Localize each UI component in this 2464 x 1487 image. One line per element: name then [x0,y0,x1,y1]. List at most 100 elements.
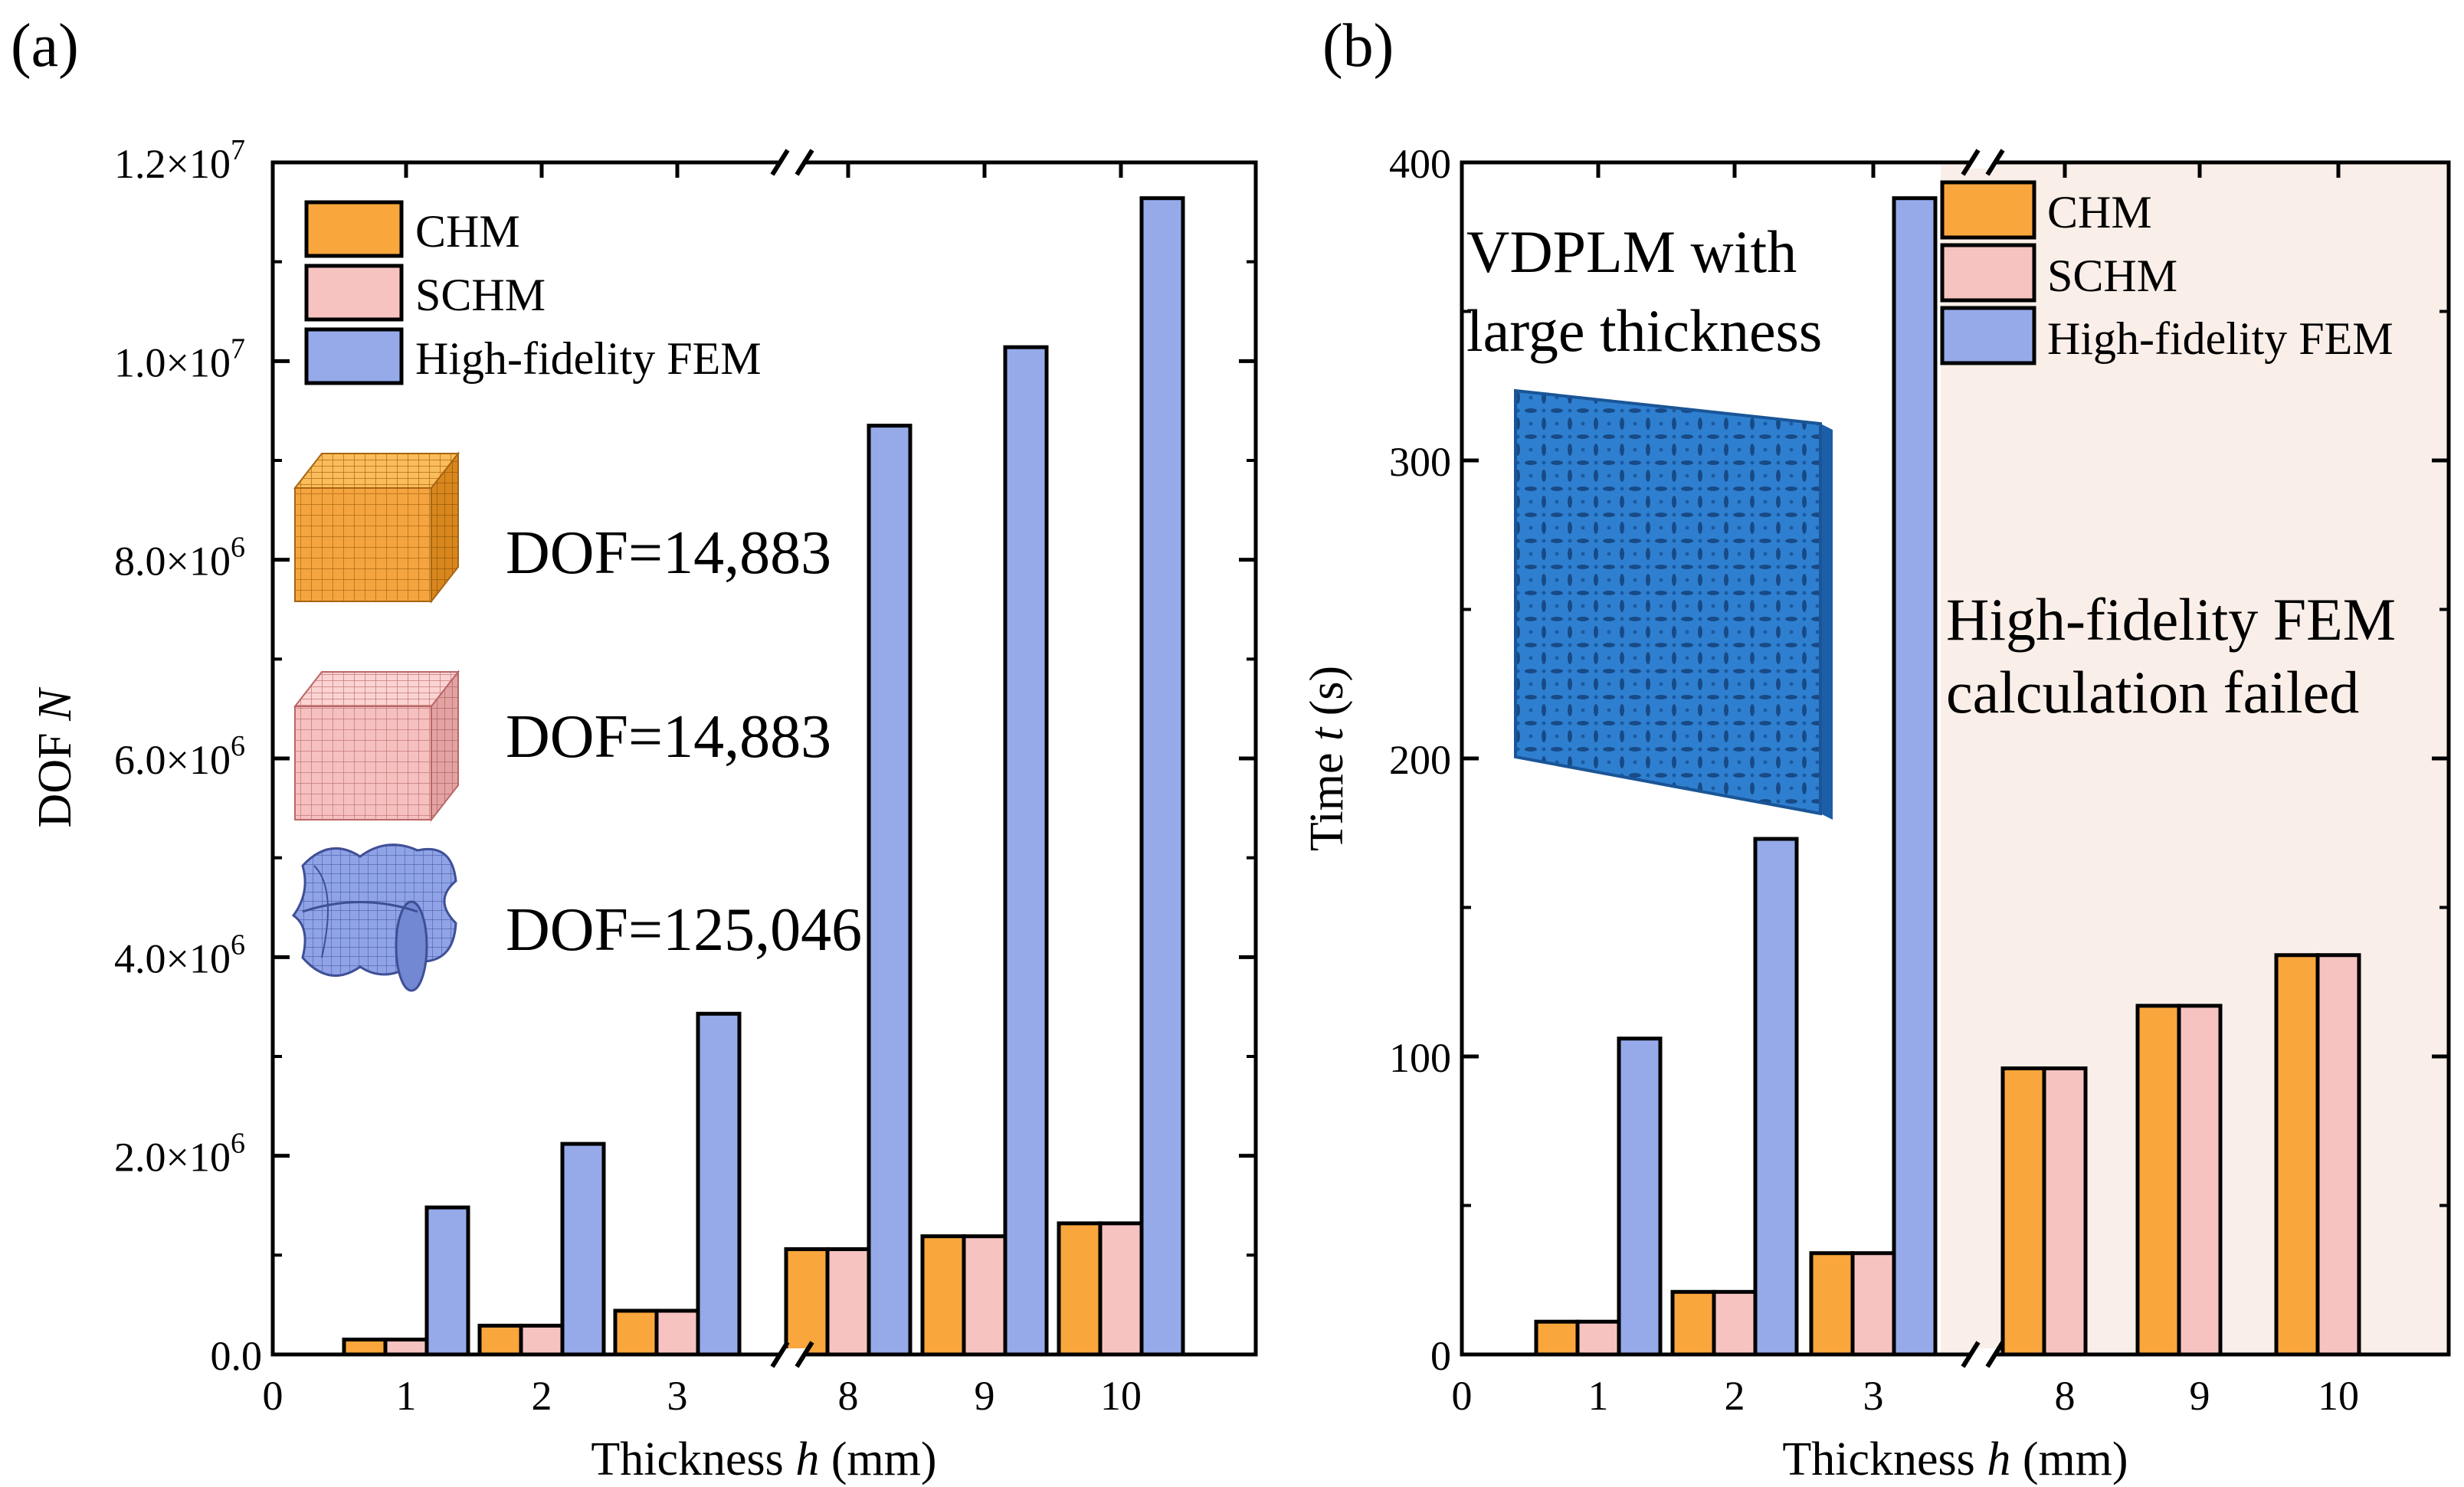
panel-label-a: (a) [11,12,79,80]
bar-schm-10 [2315,953,2361,1357]
axis-break-gap-top [1969,156,1997,169]
x-tick-label: 0 [1452,1373,1473,1419]
x-tick-label: 9 [2190,1373,2210,1419]
bar-chm-2 [1670,1289,1716,1357]
x-tick-label: 8 [2055,1373,2076,1419]
bar-schm-2 [1712,1289,1758,1357]
bar-high-fidelity-fem-3 [1892,196,1938,1357]
bar-chm-2 [477,1323,523,1357]
x-tick-label: 2 [1725,1373,1745,1419]
bar-schm-10 [1098,1221,1144,1357]
bar-schm-9 [2177,1004,2223,1357]
bar-high-fidelity-fem-2 [1753,837,1799,1357]
svg-text:CHM: CHM [2047,187,2152,237]
bar-schm-9 [962,1234,1008,1357]
legend-item-chm: CHM [304,200,520,258]
axis-break-gap-bottom [778,1348,806,1361]
x-tick-label: 10 [2318,1373,2359,1419]
annotation-chm-dof: DOF=14,883 [506,519,831,587]
y-tick-label: 0.0 [211,1333,263,1379]
y-tick-label: 100 [1389,1035,1451,1081]
schm-mesh-cube-icon [293,670,460,822]
y-tick-label: 4.0×106 [114,929,245,981]
annotation-vdplm-line1: VDPLM with [1466,218,1797,285]
panel-b: (b) 0 100 200 300 400 0 1 2 3 8 9 10 VDPLM with la… [1301,12,2451,1485]
panel-a: (a) 0.0 2.0×106 4.0×106 6.0×106 8.0×106 1.0×1… [11,12,1258,1485]
y-tick-label: 8.0×106 [114,532,245,585]
y-tick-label: 200 [1389,737,1451,783]
svg-text:High-fidelity FEM: High-fidelity FEM [415,333,762,384]
legend-item-chm: CHM [1940,180,2152,240]
legend-item-fem: High-fidelity FEM [1940,306,2394,365]
bar-chm-1 [342,1338,388,1357]
bar-high-fidelity-fem-9 [1003,345,1049,1357]
bar-schm-3 [654,1308,700,1357]
bar-chm-3 [613,1308,659,1357]
annotation-schm-dof: DOF=14,883 [506,703,831,771]
y-ticks: 0 100 200 300 400 [1389,141,2449,1379]
bar-schm-8 [2042,1066,2088,1357]
x-axis-label: Thickness h (mm) [1782,1433,2128,1485]
bar-chm-1 [1534,1319,1580,1357]
bar-schm-1 [1575,1319,1621,1357]
x-tick-label: 9 [975,1373,995,1419]
y-tick-label: 2.0×106 [114,1128,245,1181]
axis-break-mark-bottom [770,1341,814,1368]
axis-break-mark-bottom [1961,1341,2005,1368]
annotation-failed-line1: High-fidelity FEM [1946,586,2396,653]
bar-high-fidelity-fem-1 [1617,1037,1663,1357]
axis-break-gap-bottom [1969,1348,1997,1361]
legend-item-schm: SCHM [304,264,546,322]
legend-item-fem: High-fidelity FEM [304,327,762,385]
x-axis-label: Thickness h (mm) [591,1433,936,1485]
plot-frame [270,160,1258,1357]
plot-frame [1460,160,2451,1357]
bar-high-fidelity-fem-2 [560,1141,606,1357]
x-tick-label: 3 [667,1373,688,1419]
x-tick-label: 8 [838,1373,859,1419]
x-tick-label: 0 [263,1373,283,1419]
bars [1534,196,2361,1357]
bar-chm-9 [920,1234,966,1357]
bar-chm-8 [784,1247,830,1357]
bar-chm-8 [2000,1066,2046,1357]
y-tick-label: 6.0×106 [114,730,245,783]
x-tick-label: 1 [396,1373,417,1419]
bar-chm-3 [1809,1251,1855,1357]
svg-text:SCHM: SCHM [415,270,546,320]
axis-break-gap-top [778,156,806,169]
bar-schm-2 [519,1323,565,1357]
x-ticks: 0 1 2 3 8 9 10 [263,162,1142,1419]
bar-chm-9 [2135,1004,2181,1357]
y-tick-label: 0 [1430,1333,1451,1379]
svg-text:SCHM: SCHM [2047,251,2177,301]
bar-high-fidelity-fem-8 [867,424,913,1357]
bar-schm-8 [825,1247,871,1357]
bar-chm-10 [1057,1221,1103,1357]
y-tick-label: 1.2×107 [114,134,245,187]
x-tick-label: 3 [1863,1373,1884,1419]
axis-break-mark-top [1961,149,2005,176]
lattice-plate-icon [1514,388,1833,820]
svg-text:CHM: CHM [415,206,520,257]
bar-chm-10 [2274,953,2320,1357]
chm-mesh-cube-icon [293,451,460,604]
x-tick-label: 10 [1100,1373,1142,1419]
axis-break-mark-top [770,149,814,176]
bar-high-fidelity-fem-10 [1139,196,1185,1357]
y-axis-label: Time t (s) [1301,666,1353,851]
annotation-fem-dof: DOF=125,046 [506,896,862,964]
bar-high-fidelity-fem-1 [424,1205,470,1357]
panel-label-b: (b) [1322,12,1394,80]
bar-schm-1 [383,1338,429,1357]
legend: CHM SCHM High-fidelity FEM [1940,180,2394,365]
x-tick-label: 2 [532,1373,552,1419]
fem-unit-cell-icon [291,843,457,992]
y-axis-label: DOF N [29,686,81,828]
legend-item-schm: SCHM [1940,243,2177,303]
bars [342,196,1185,1357]
annotation-failed-line2: calculation failed [1946,659,2359,725]
legend: CHM SCHM High-fidelity FEM [304,200,762,385]
svg-text:High-fidelity FEM: High-fidelity FEM [2047,313,2394,364]
